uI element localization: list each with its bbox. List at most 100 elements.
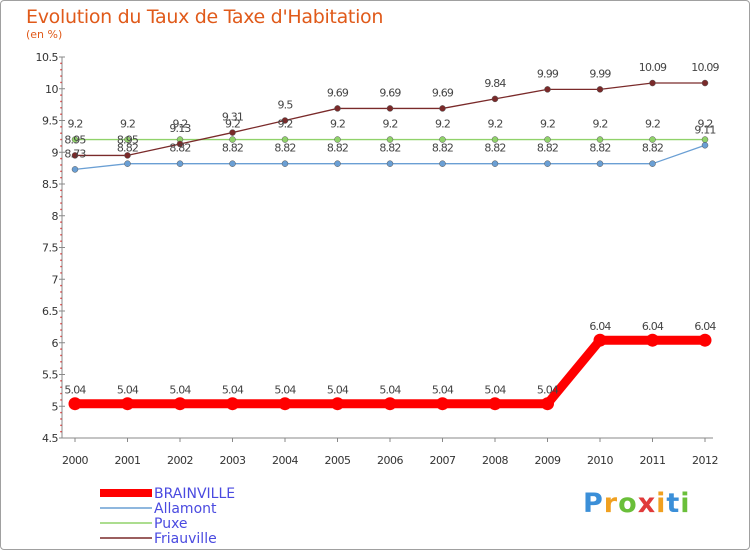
data-label-puxe: 9.2 — [172, 118, 187, 131]
y-minor-tick — [60, 145, 62, 147]
data-point-brainville — [646, 333, 659, 347]
data-point-puxe — [334, 136, 341, 143]
data-point-brainville — [541, 397, 554, 411]
data-label-friauville: 9.5 — [277, 99, 293, 112]
data-point-friauville — [439, 105, 446, 112]
y-tick-label: 7.5 — [42, 242, 58, 255]
y-minor-tick — [60, 138, 62, 141]
data-point-allamont — [649, 160, 656, 167]
data-point-allamont — [701, 142, 709, 149]
y-minor-tick — [60, 240, 62, 242]
data-point-friauville — [71, 152, 79, 159]
data-label-brainville: 5.04 — [117, 384, 139, 397]
y-minor-tick — [60, 411, 62, 414]
logo-letter: t — [666, 488, 681, 519]
y-minor-tick — [60, 316, 62, 319]
x-tick-label: 2007 — [430, 454, 456, 467]
data-label-friauville: 9.13 — [169, 122, 191, 135]
data-point-allamont — [176, 160, 184, 167]
y-tick-label: 7 — [52, 273, 59, 286]
data-point-brainville — [488, 397, 502, 411]
y-minor-tick — [60, 202, 62, 204]
data-label-puxe: 9.2 — [487, 118, 502, 131]
data-label-friauville: 9.99 — [589, 67, 611, 80]
data-point-allamont — [71, 166, 79, 173]
y-minor-tick — [60, 386, 62, 389]
y-minor-tick — [60, 62, 62, 65]
data-label-puxe: 9.2 — [120, 118, 135, 131]
y-minor-tick — [60, 259, 62, 262]
y-minor-tick — [60, 367, 62, 369]
y-minor-tick — [60, 361, 62, 363]
data-point-brainville — [593, 333, 607, 347]
data-label-friauville: 9.69 — [432, 86, 454, 99]
data-point-brainville — [278, 397, 292, 411]
data-label-brainville: 5.04 — [484, 384, 506, 397]
data-point-allamont — [439, 160, 446, 167]
y-tick-label: 9 — [52, 146, 59, 159]
x-tick-label: 2003 — [220, 454, 246, 467]
y-tick-label: 10 — [45, 83, 58, 96]
y-minor-tick — [60, 322, 62, 325]
y-minor-tick — [60, 227, 62, 230]
y-minor-tick — [60, 424, 62, 427]
data-label-allamont: 8.82 — [274, 142, 295, 155]
y-minor-tick — [60, 392, 62, 395]
y-minor-tick — [60, 170, 62, 173]
data-label-brainville: 5.04 — [327, 384, 349, 397]
data-label-brainville: 6.04 — [694, 320, 716, 333]
data-point-allamont — [124, 160, 131, 167]
data-point-puxe — [439, 136, 446, 143]
y-minor-tick — [60, 189, 62, 192]
data-point-puxe — [124, 136, 131, 143]
data-label-allamont: 8.82 — [484, 142, 505, 155]
y-tick-label: 8.5 — [42, 178, 58, 191]
data-label-allamont: 8.82 — [537, 142, 558, 155]
y-minor-tick — [60, 380, 62, 382]
data-point-friauville — [176, 140, 184, 148]
data-label-puxe: 9.2 — [277, 118, 292, 131]
x-tick-label: 2012 — [692, 454, 718, 467]
data-label-friauville: 10.09 — [639, 61, 667, 74]
y-minor-tick — [60, 335, 62, 338]
y-tick-label: 5.5 — [42, 369, 58, 382]
data-point-allamont — [281, 160, 289, 167]
chart-unit-label: (en %) — [26, 28, 63, 41]
y-tick-label: 6 — [52, 337, 59, 350]
y-minor-tick — [60, 272, 62, 274]
data-label-allamont: 8.73 — [64, 147, 86, 160]
y-tick-label: 5 — [52, 400, 59, 413]
y-minor-tick — [60, 113, 62, 115]
y-minor-tick — [60, 284, 62, 287]
data-point-puxe — [544, 136, 551, 143]
data-label-friauville: 9.31 — [222, 111, 243, 124]
y-minor-tick — [60, 348, 62, 350]
data-point-brainville — [436, 397, 449, 411]
y-minor-tick — [60, 208, 62, 211]
x-tick-label: 2000 — [62, 454, 88, 467]
y-minor-tick — [60, 75, 62, 77]
data-label-brainville: 5.04 — [274, 384, 296, 397]
x-tick-label: 2011 — [640, 454, 666, 467]
data-point-allamont — [596, 160, 604, 167]
y-minor-tick — [60, 81, 62, 84]
y-minor-tick — [60, 164, 62, 166]
y-minor-tick — [60, 399, 62, 401]
y-minor-tick — [60, 297, 62, 300]
data-point-allamont — [544, 160, 551, 167]
data-label-puxe: 9.2 — [697, 118, 712, 131]
y-minor-tick — [60, 132, 62, 134]
data-label-puxe: 9.2 — [382, 118, 397, 131]
data-label-friauville: 10.09 — [691, 61, 719, 74]
data-point-friauville — [334, 105, 341, 112]
data-point-puxe — [649, 136, 656, 143]
y-minor-tick — [60, 303, 62, 306]
y-minor-tick — [60, 100, 62, 103]
y-minor-tick — [60, 354, 62, 357]
data-label-friauville: 9.69 — [327, 86, 349, 99]
data-label-allamont: 8.82 — [117, 142, 138, 155]
data-label-friauville: 8.95 — [64, 133, 86, 146]
data-label-puxe: 9.2 — [592, 118, 607, 131]
y-minor-tick — [60, 94, 62, 96]
